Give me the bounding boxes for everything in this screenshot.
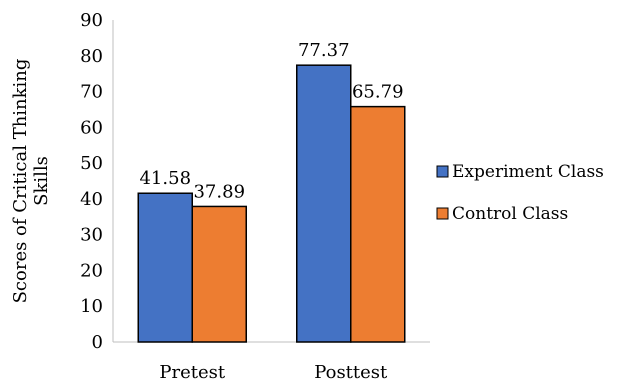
legend-label: Experiment Class <box>452 162 604 182</box>
data-label: 37.89 <box>193 181 245 202</box>
bar-experiment-class-posttest <box>296 64 352 343</box>
data-label: 65.79 <box>352 82 404 103</box>
category-labels: Pretest Posttest <box>159 362 388 383</box>
y-axis-title-line: Scores of Critical Thinking <box>10 59 31 304</box>
y-axis-title-line: Skills <box>31 156 52 206</box>
y-axis-ticks: 0 10 20 30 40 50 60 70 80 90 <box>80 10 103 353</box>
x-category-label: Posttest <box>314 362 388 383</box>
x-category-label: Pretest <box>159 362 225 383</box>
y-axis-title: Scores of Critical Thinking Skills <box>10 59 52 304</box>
y-tick-label: 20 <box>80 260 103 281</box>
y-tick-label: 50 <box>80 153 103 174</box>
y-tick-label: 80 <box>80 46 103 67</box>
y-tick-label: 0 <box>92 332 103 353</box>
data-label: 77.37 <box>298 40 350 61</box>
bars-group <box>137 64 406 343</box>
y-tick-label: 60 <box>80 117 103 138</box>
y-tick-label: 10 <box>80 296 103 317</box>
bar-control-class-posttest <box>350 105 406 343</box>
y-tick-label: 40 <box>80 189 103 210</box>
bar-control-class-pretest <box>191 205 247 343</box>
y-tick-label: 90 <box>80 10 103 31</box>
data-label: 41.58 <box>139 168 191 189</box>
legend-swatch <box>436 165 449 178</box>
y-tick-label: 70 <box>80 82 103 103</box>
legend-swatch <box>436 207 449 220</box>
legend-label: Control Class <box>452 204 568 224</box>
y-tick-label: 30 <box>80 225 103 246</box>
legend: Experiment Class Control Class <box>436 162 604 224</box>
bar-experiment-class-pretest <box>137 192 193 343</box>
